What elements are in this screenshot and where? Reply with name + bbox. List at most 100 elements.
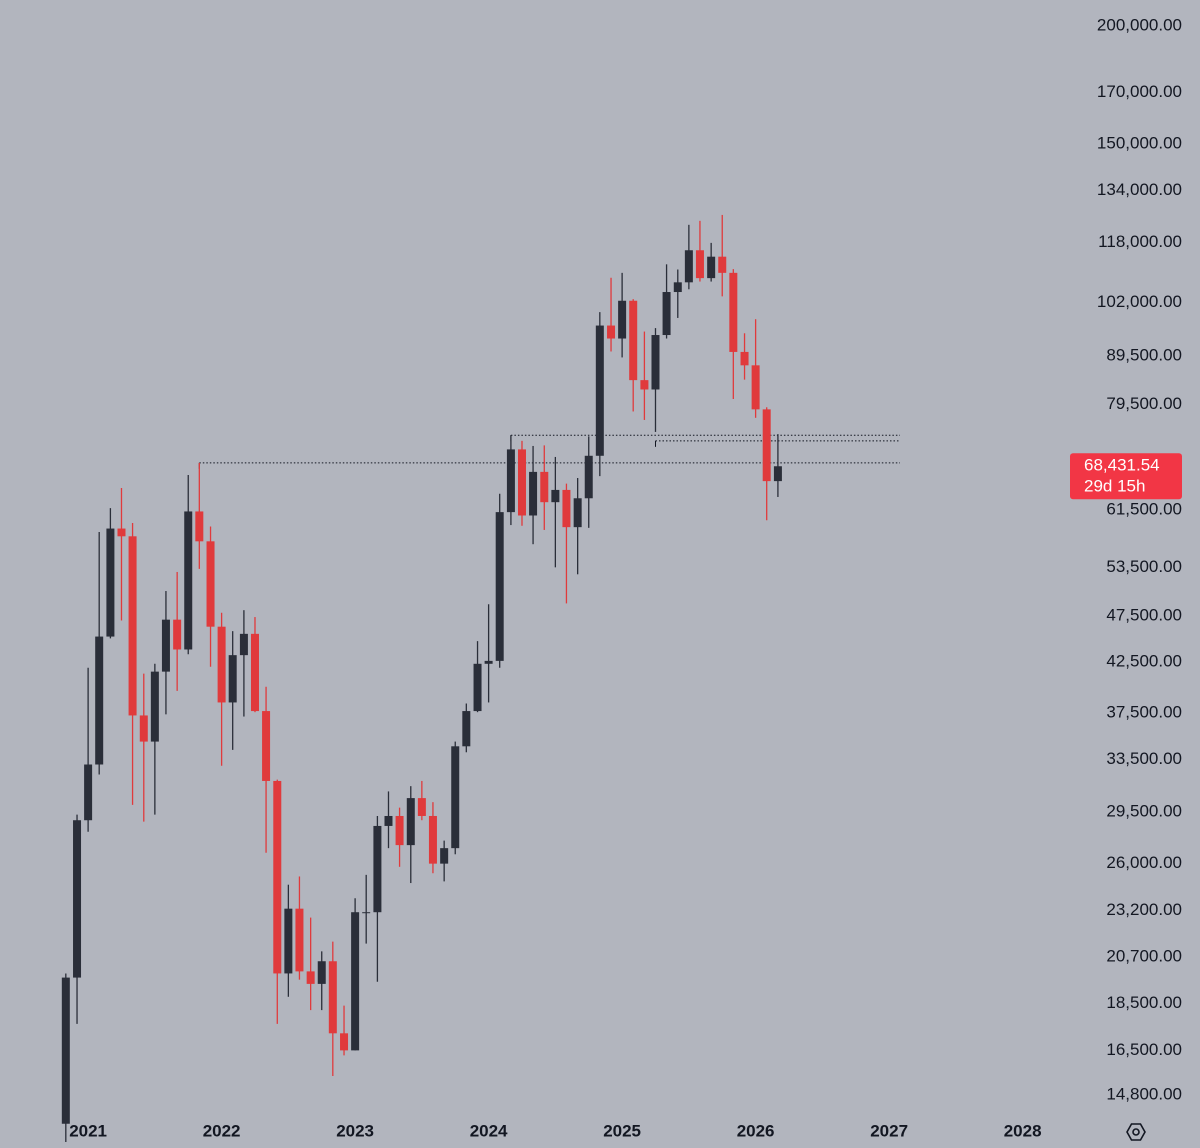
- candle-body: [529, 471, 538, 516]
- candle-body: [662, 292, 671, 336]
- x-tick-label: 2024: [470, 1121, 508, 1140]
- y-tick-label: 37,500.00: [1106, 703, 1182, 722]
- y-tick-label: 33,500.00: [1106, 749, 1182, 768]
- candle-body: [584, 455, 593, 499]
- candle-body: [484, 660, 493, 664]
- y-tick-label: 29,500.00: [1106, 801, 1182, 820]
- x-tick-label: 2026: [737, 1121, 775, 1140]
- candle-body: [351, 912, 360, 1051]
- candle-body: [139, 715, 148, 742]
- candle-body: [417, 798, 426, 816]
- y-tick-label: 26,000.00: [1106, 853, 1182, 872]
- candle-body: [718, 256, 727, 273]
- candle-body: [607, 325, 616, 339]
- candle-body: [629, 300, 638, 381]
- y-tick-label: 16,500.00: [1106, 1040, 1182, 1059]
- candle-body: [273, 780, 282, 974]
- candle-body: [384, 815, 393, 826]
- x-tick-label: 2028: [1004, 1121, 1042, 1140]
- candle-body: [217, 626, 226, 703]
- candle-body: [306, 971, 315, 984]
- candle-body: [762, 409, 771, 482]
- candle-body: [61, 977, 70, 1124]
- candle-body: [562, 489, 571, 528]
- candle-body: [495, 512, 504, 661]
- candle-body: [161, 619, 170, 672]
- candle-body: [440, 848, 449, 864]
- candle-body: [117, 528, 126, 537]
- candle-body: [451, 746, 460, 849]
- y-tick-label: 42,500.00: [1106, 651, 1182, 670]
- candle-body: [595, 325, 604, 456]
- candle-body: [328, 961, 337, 1034]
- candle-body: [506, 449, 515, 513]
- last-price-box: [1070, 453, 1182, 500]
- candle-body: [395, 815, 404, 846]
- candle-body: [462, 711, 471, 747]
- candle-body: [729, 272, 738, 352]
- candle-body: [517, 449, 526, 516]
- candle-body: [740, 351, 749, 366]
- last-price-label: 68,431.54: [1084, 456, 1160, 475]
- candle-body: [206, 541, 215, 627]
- candle-body: [262, 711, 271, 781]
- candle-body: [684, 250, 693, 283]
- candle-body: [239, 633, 248, 656]
- candle-body: [150, 671, 159, 742]
- y-tick-label: 102,000.00: [1097, 292, 1182, 311]
- candle-body: [707, 256, 716, 279]
- candle-body: [173, 619, 182, 650]
- y-tick-label: 89,500.00: [1106, 346, 1182, 365]
- candle-body: [195, 511, 204, 542]
- candle-body: [651, 335, 660, 390]
- y-tick-label: 170,000.00: [1097, 82, 1182, 101]
- candle-body: [184, 511, 193, 650]
- x-tick-label: 2025: [603, 1121, 641, 1140]
- y-tick-label: 47,500.00: [1106, 606, 1182, 625]
- candle-body: [284, 908, 293, 974]
- candle-body: [228, 655, 237, 703]
- candle-body: [618, 300, 627, 339]
- settings-dot[interactable]: [1132, 1128, 1140, 1136]
- y-tick-label: 53,500.00: [1106, 557, 1182, 576]
- candle-body: [551, 489, 560, 503]
- candle-body: [128, 536, 137, 716]
- settings-hex[interactable]: [1126, 1123, 1146, 1141]
- settings-icon[interactable]: [1126, 1123, 1146, 1141]
- x-tick-label: 2023: [336, 1121, 374, 1140]
- candle-body: [84, 764, 93, 821]
- countdown-label: 29d 15h: [1084, 477, 1145, 496]
- candle-body: [406, 798, 415, 846]
- candle-body: [295, 908, 304, 972]
- candle-body: [95, 636, 104, 765]
- candle-body: [106, 528, 115, 637]
- y-tick-label: 118,000.00: [1098, 232, 1182, 251]
- y-tick-label: 61,500.00: [1106, 500, 1182, 519]
- candle-body: [673, 282, 682, 293]
- y-tick-label: 200,000.00: [1097, 15, 1182, 34]
- candle-body: [573, 498, 582, 528]
- candle-body: [373, 825, 382, 913]
- y-tick-label: 23,200.00: [1106, 900, 1182, 919]
- candle-body: [362, 912, 371, 914]
- candle-body: [340, 1033, 349, 1051]
- y-tick-label: 14,800.00: [1106, 1085, 1182, 1104]
- x-tick-label: 2021: [69, 1121, 107, 1140]
- candle-body: [773, 466, 782, 482]
- x-tick-label: 2027: [870, 1121, 908, 1140]
- x-tick-label: 2022: [203, 1121, 241, 1140]
- y-tick-label: 20,700.00: [1106, 947, 1182, 966]
- candle-body: [473, 663, 482, 712]
- candle-body: [540, 471, 549, 503]
- candle-body: [640, 380, 649, 390]
- candle-body: [317, 961, 326, 984]
- y-tick-label: 134,000.00: [1097, 180, 1182, 199]
- y-tick-label: 18,500.00: [1106, 993, 1182, 1012]
- candle-body: [250, 633, 259, 712]
- y-tick-label: 79,500.00: [1106, 394, 1182, 413]
- candle-body: [695, 250, 704, 279]
- candle-body: [751, 365, 760, 410]
